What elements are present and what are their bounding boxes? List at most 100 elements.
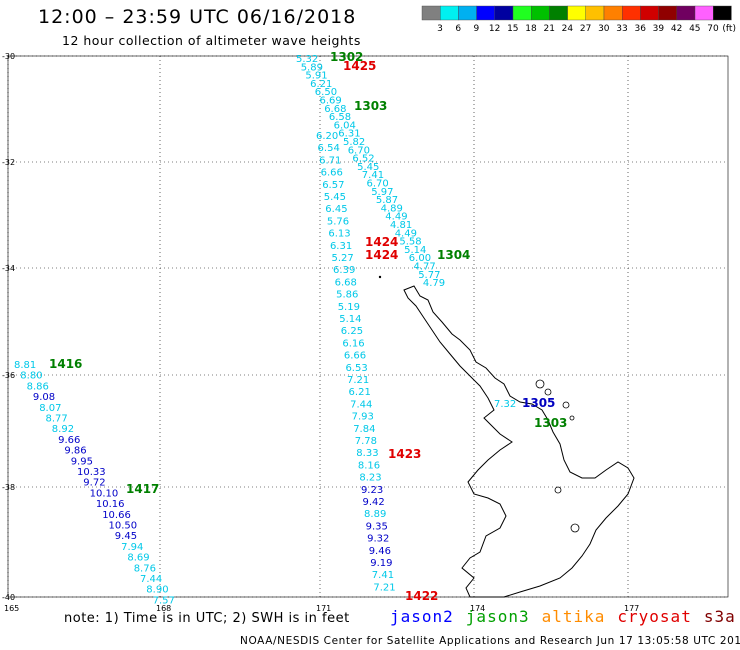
island-outline [569, 415, 575, 421]
wave-height-value: 5.76 [327, 216, 349, 227]
wave-height-value: 9.66 [58, 435, 80, 446]
island-outline [544, 388, 552, 396]
pass-time-label: 1303 [354, 99, 387, 113]
wave-height-value: 9.32 [367, 534, 389, 545]
latitude-label: -40 [2, 593, 15, 602]
wave-height-value: 9.86 [64, 446, 86, 457]
pass-time-label: 1424 [365, 248, 398, 262]
wave-height-value: 6.31 [330, 241, 352, 252]
wave-height-value: 5.87 [376, 195, 398, 206]
page-subtitle: 12 hour collection of altimeter wave hei… [62, 33, 361, 48]
longitude-label: 177 [624, 604, 639, 613]
wave-height-color-legend: 3 6 9 12 15 18 21 24 27 30 33 36 39 42 45 70 (ft) [421, 5, 736, 34]
pass-time-label: 1305 [522, 396, 555, 410]
legend-label: 18 [525, 24, 537, 34]
wave-height-value: 6.52 [352, 154, 374, 165]
legend-label: 39 [653, 24, 665, 34]
wave-height-value: 6.13 [328, 229, 350, 240]
credit-line: NOAA/NESDIS Center for Satellite Applica… [240, 635, 740, 647]
wave-height-value: 6.57 [322, 180, 344, 191]
wave-height-value: 10.50 [109, 521, 138, 532]
island-outline [535, 379, 545, 389]
longitude-label: 165 [4, 604, 19, 613]
wave-height-value: 10.16 [96, 499, 125, 510]
wave-height-value: 5.58 [399, 237, 421, 248]
wave-height-value: 6.25 [341, 326, 363, 337]
wave-height-value: 5.27 [332, 253, 354, 264]
wave-height-value: 8.89 [364, 509, 386, 520]
satellite-label-cryosat: cryosat [617, 607, 692, 626]
wave-height-value: 10.66 [102, 510, 131, 521]
latitude-label: -34 [2, 264, 15, 273]
satellite-label-altika: altika [541, 607, 606, 626]
pass-time-label: 1422 [405, 589, 438, 603]
wave-height-value: 5.77 [418, 270, 440, 281]
island-outline [570, 523, 580, 533]
legend-label: 36 [634, 24, 646, 34]
pass-time-label: 1303 [534, 416, 567, 430]
wave-height-value: 6.39 [333, 265, 355, 276]
wave-height-value: 6.31 [338, 129, 360, 140]
island-outline [562, 401, 570, 409]
longitude-label: 168 [156, 604, 171, 613]
wave-height-value: 6.50 [315, 87, 337, 98]
pass-time-label: 1423 [388, 447, 421, 461]
wave-height-value: 7.44 [140, 574, 162, 585]
units-note: note: 1) Time is in UTC; 2) SWH is in fe… [64, 611, 350, 626]
wave-height-value: 4.81 [390, 220, 412, 231]
wave-height-value: 8.69 [127, 553, 149, 564]
wave-height-value: 5.45 [357, 162, 379, 173]
legend-label: 3 [437, 24, 443, 34]
legend-label: 27 [580, 24, 591, 34]
wave-height-value: 6.69 [320, 96, 342, 107]
legend-label: 21 [543, 24, 554, 34]
wave-height-value: 7.21 [373, 582, 395, 593]
wave-height-value: 6.45 [325, 204, 347, 215]
satellite-label-jason3: jason3 [465, 607, 530, 626]
legend-label: 33 [616, 24, 627, 34]
legend-label: 6 [455, 24, 461, 34]
wave-height-value: 7.94 [121, 542, 143, 553]
wave-height-value: 5.14 [404, 245, 426, 256]
legend-label: 12 [489, 24, 500, 34]
pass-time-label: 1417 [126, 482, 159, 496]
wave-height-value: 7.93 [352, 412, 374, 423]
wave-height-value: 6.16 [342, 338, 364, 349]
legend-label: 42 [671, 24, 682, 34]
latitude-label: -32 [2, 158, 15, 167]
longitude-label: 174 [470, 604, 485, 613]
wave-height-value: 7.41 [362, 170, 384, 181]
wave-height-value: 9.72 [83, 478, 105, 489]
wave-height-value: 6.70 [367, 179, 389, 190]
wave-height-value: 9.45 [115, 531, 137, 542]
latitude-label: -38 [2, 483, 15, 492]
satellite-label-jason2: jason2 [390, 607, 454, 626]
pass-time-label: 1302 [330, 50, 363, 64]
wave-height-value: 4.49 [395, 228, 417, 239]
wave-height-value: 7.44 [350, 399, 372, 410]
legend-label: 24 [562, 24, 574, 34]
wave-height-value: 5.86 [336, 290, 358, 301]
wave-height-value: 6.00 [409, 253, 431, 264]
wave-height-value: 8.33 [356, 448, 378, 459]
wave-height-value: 5.82 [343, 137, 365, 148]
wave-height-value: 9.23 [361, 485, 383, 496]
legend-label: 70 [707, 24, 719, 34]
wave-height-value: 6.04 [334, 120, 356, 131]
wave-height-value: 9.95 [71, 456, 93, 467]
wave-height-value: 5.32 [296, 54, 318, 65]
legend-label: (ft) [722, 24, 736, 34]
wave-height-value: 6.68 [324, 104, 346, 115]
wave-height-value: 6.53 [345, 363, 367, 374]
wave-height-value: 6.71 [319, 155, 341, 166]
wave-height-value: 8.76 [134, 563, 156, 574]
legend-label: 30 [598, 24, 610, 34]
wave-height-value: 6.20 [316, 131, 338, 142]
wave-height-value: 5.91 [305, 71, 327, 82]
wave-height-value: 5.97 [371, 187, 393, 198]
wave-height-value: 5.14 [339, 314, 361, 325]
legend-label: 45 [689, 24, 700, 34]
wave-height-value: 9.08 [33, 392, 55, 403]
wave-height-value: 8.80 [20, 371, 42, 382]
